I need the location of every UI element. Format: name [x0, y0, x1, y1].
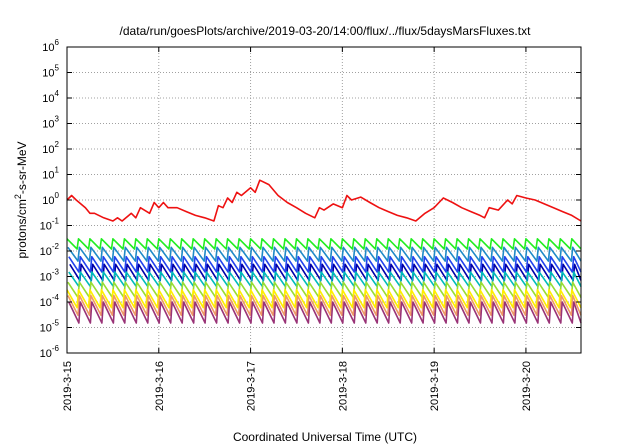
y-axis-label: protons/cm2-s-sr-MeV — [13, 141, 29, 258]
x-tick-label: 2019-3-20 — [521, 361, 533, 411]
y-tick-label: 105 — [42, 64, 59, 80]
x-axis-label: Coordinated Universal Time (UTC) — [233, 430, 417, 444]
y-tick-label: 100 — [42, 191, 59, 207]
series-line-2 — [66, 238, 582, 250]
x-tick-label: 2019-3-15 — [62, 361, 74, 411]
y-tick-label: 103 — [42, 115, 59, 131]
y-tick-label: 106 — [42, 38, 59, 54]
series-line-1 — [66, 179, 582, 222]
y-tick-label: 101 — [42, 166, 59, 182]
y-tick-label: 102 — [42, 140, 59, 156]
x-tick-label: 2019-3-16 — [154, 361, 166, 411]
x-tick-label: 2019-3-19 — [429, 361, 441, 411]
series-line-4 — [68, 255, 582, 273]
y-tick-label: 104 — [42, 89, 59, 105]
x-axis-ticks: 2019-3-15 2019-3-16 2019-3-17 2019-3-18 2019… — [62, 47, 533, 411]
y-tick-label: 10-6 — [40, 344, 60, 360]
y-tick-label: 10-5 — [40, 319, 60, 335]
y-axis-ticks: 10-6 10-5 10-4 10-3 10-2 10-1 100 101 102 103 104 1… — [40, 38, 581, 360]
y-tick-label: 10-3 — [40, 268, 60, 284]
x-tick-label: 2019-3-18 — [337, 361, 349, 411]
series-line-5 — [69, 263, 582, 282]
series-line-3 — [67, 246, 582, 262]
series-line-7 — [67, 281, 582, 299]
y-tick-label: 10-2 — [40, 242, 60, 258]
series-line-9 — [67, 294, 582, 317]
series-line-8 — [66, 289, 582, 309]
chart-title: /data/run/goesPlots/archive/2019-03-20/1… — [120, 24, 532, 38]
series-group — [66, 179, 582, 324]
plot-frame — [66, 46, 582, 354]
series-line-10 — [68, 301, 582, 324]
x-tick-label: 2019-3-17 — [246, 361, 258, 411]
series-line-6 — [68, 271, 582, 288]
y-tick-label: 10-4 — [40, 293, 60, 309]
y-tick-label: 10-1 — [40, 217, 60, 233]
